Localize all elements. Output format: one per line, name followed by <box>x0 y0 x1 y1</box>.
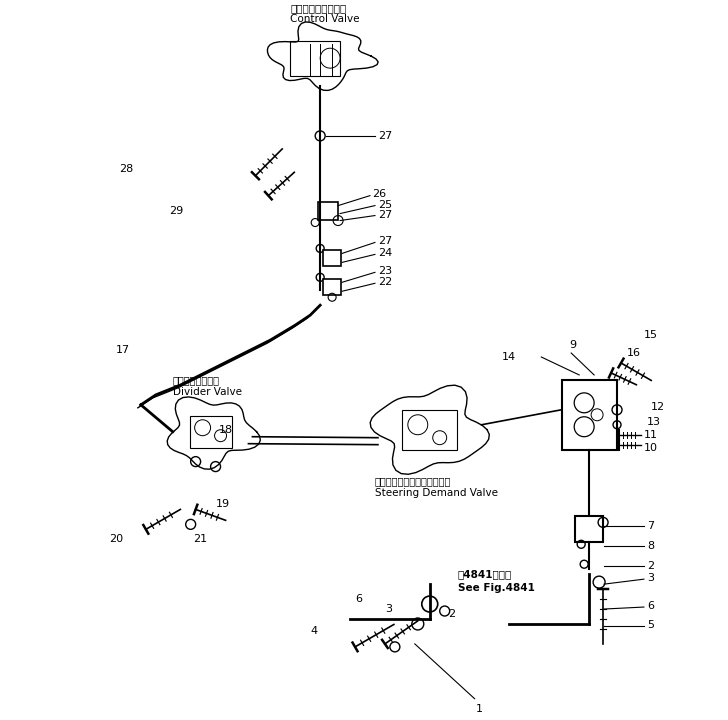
Text: 11: 11 <box>644 430 658 440</box>
Text: 14: 14 <box>502 352 515 362</box>
Text: 6: 6 <box>647 601 654 611</box>
Text: 6: 6 <box>355 594 362 604</box>
Text: 28: 28 <box>119 163 133 174</box>
Text: Control Valve: Control Valve <box>290 14 360 24</box>
Text: 7: 7 <box>647 521 654 531</box>
Bar <box>318 202 338 220</box>
Text: 8: 8 <box>647 541 654 552</box>
Text: 1: 1 <box>475 703 483 714</box>
Text: 13: 13 <box>647 417 661 427</box>
Text: 5: 5 <box>647 620 654 630</box>
Text: 16: 16 <box>627 348 641 358</box>
Text: Steering Demand Valve: Steering Demand Valve <box>375 488 498 498</box>
Text: See Fig.4841: See Fig.4841 <box>458 583 534 593</box>
Text: 2: 2 <box>448 609 455 619</box>
Text: 25: 25 <box>378 199 392 210</box>
Text: 第4841図参照: 第4841図参照 <box>458 570 512 579</box>
Text: 3: 3 <box>647 573 654 583</box>
Text: Divider Valve: Divider Valve <box>173 387 242 397</box>
Text: 26: 26 <box>372 189 386 199</box>
Text: 29: 29 <box>169 206 183 215</box>
Bar <box>290 41 340 76</box>
Text: 18: 18 <box>218 425 233 435</box>
Text: 23: 23 <box>378 266 392 276</box>
Bar <box>562 380 617 450</box>
Text: ステアリングデマンドバルブ: ステアリングデマンドバルブ <box>375 477 451 487</box>
Text: 27: 27 <box>378 210 392 220</box>
Text: 9: 9 <box>569 340 577 350</box>
Text: 12: 12 <box>651 402 665 412</box>
Text: 19: 19 <box>215 500 230 510</box>
Text: 27: 27 <box>378 236 392 246</box>
Text: 4: 4 <box>310 626 317 636</box>
Text: 17: 17 <box>116 345 130 355</box>
Text: 20: 20 <box>109 534 123 544</box>
Bar <box>323 251 341 266</box>
Text: 27: 27 <box>378 131 392 141</box>
Bar <box>575 516 603 542</box>
Text: 10: 10 <box>644 443 658 453</box>
Text: コントロールバルブ: コントロールバルブ <box>290 4 347 14</box>
Text: 24: 24 <box>378 248 392 258</box>
Text: 22: 22 <box>378 277 392 287</box>
Text: 2: 2 <box>647 561 654 571</box>
Text: 21: 21 <box>193 534 207 544</box>
Text: 3: 3 <box>385 604 392 614</box>
Bar <box>190 415 232 448</box>
Text: 15: 15 <box>644 330 658 340</box>
Bar <box>323 279 341 295</box>
Text: ディバイダバルブ: ディバイダバルブ <box>173 375 220 385</box>
Bar <box>403 410 457 450</box>
